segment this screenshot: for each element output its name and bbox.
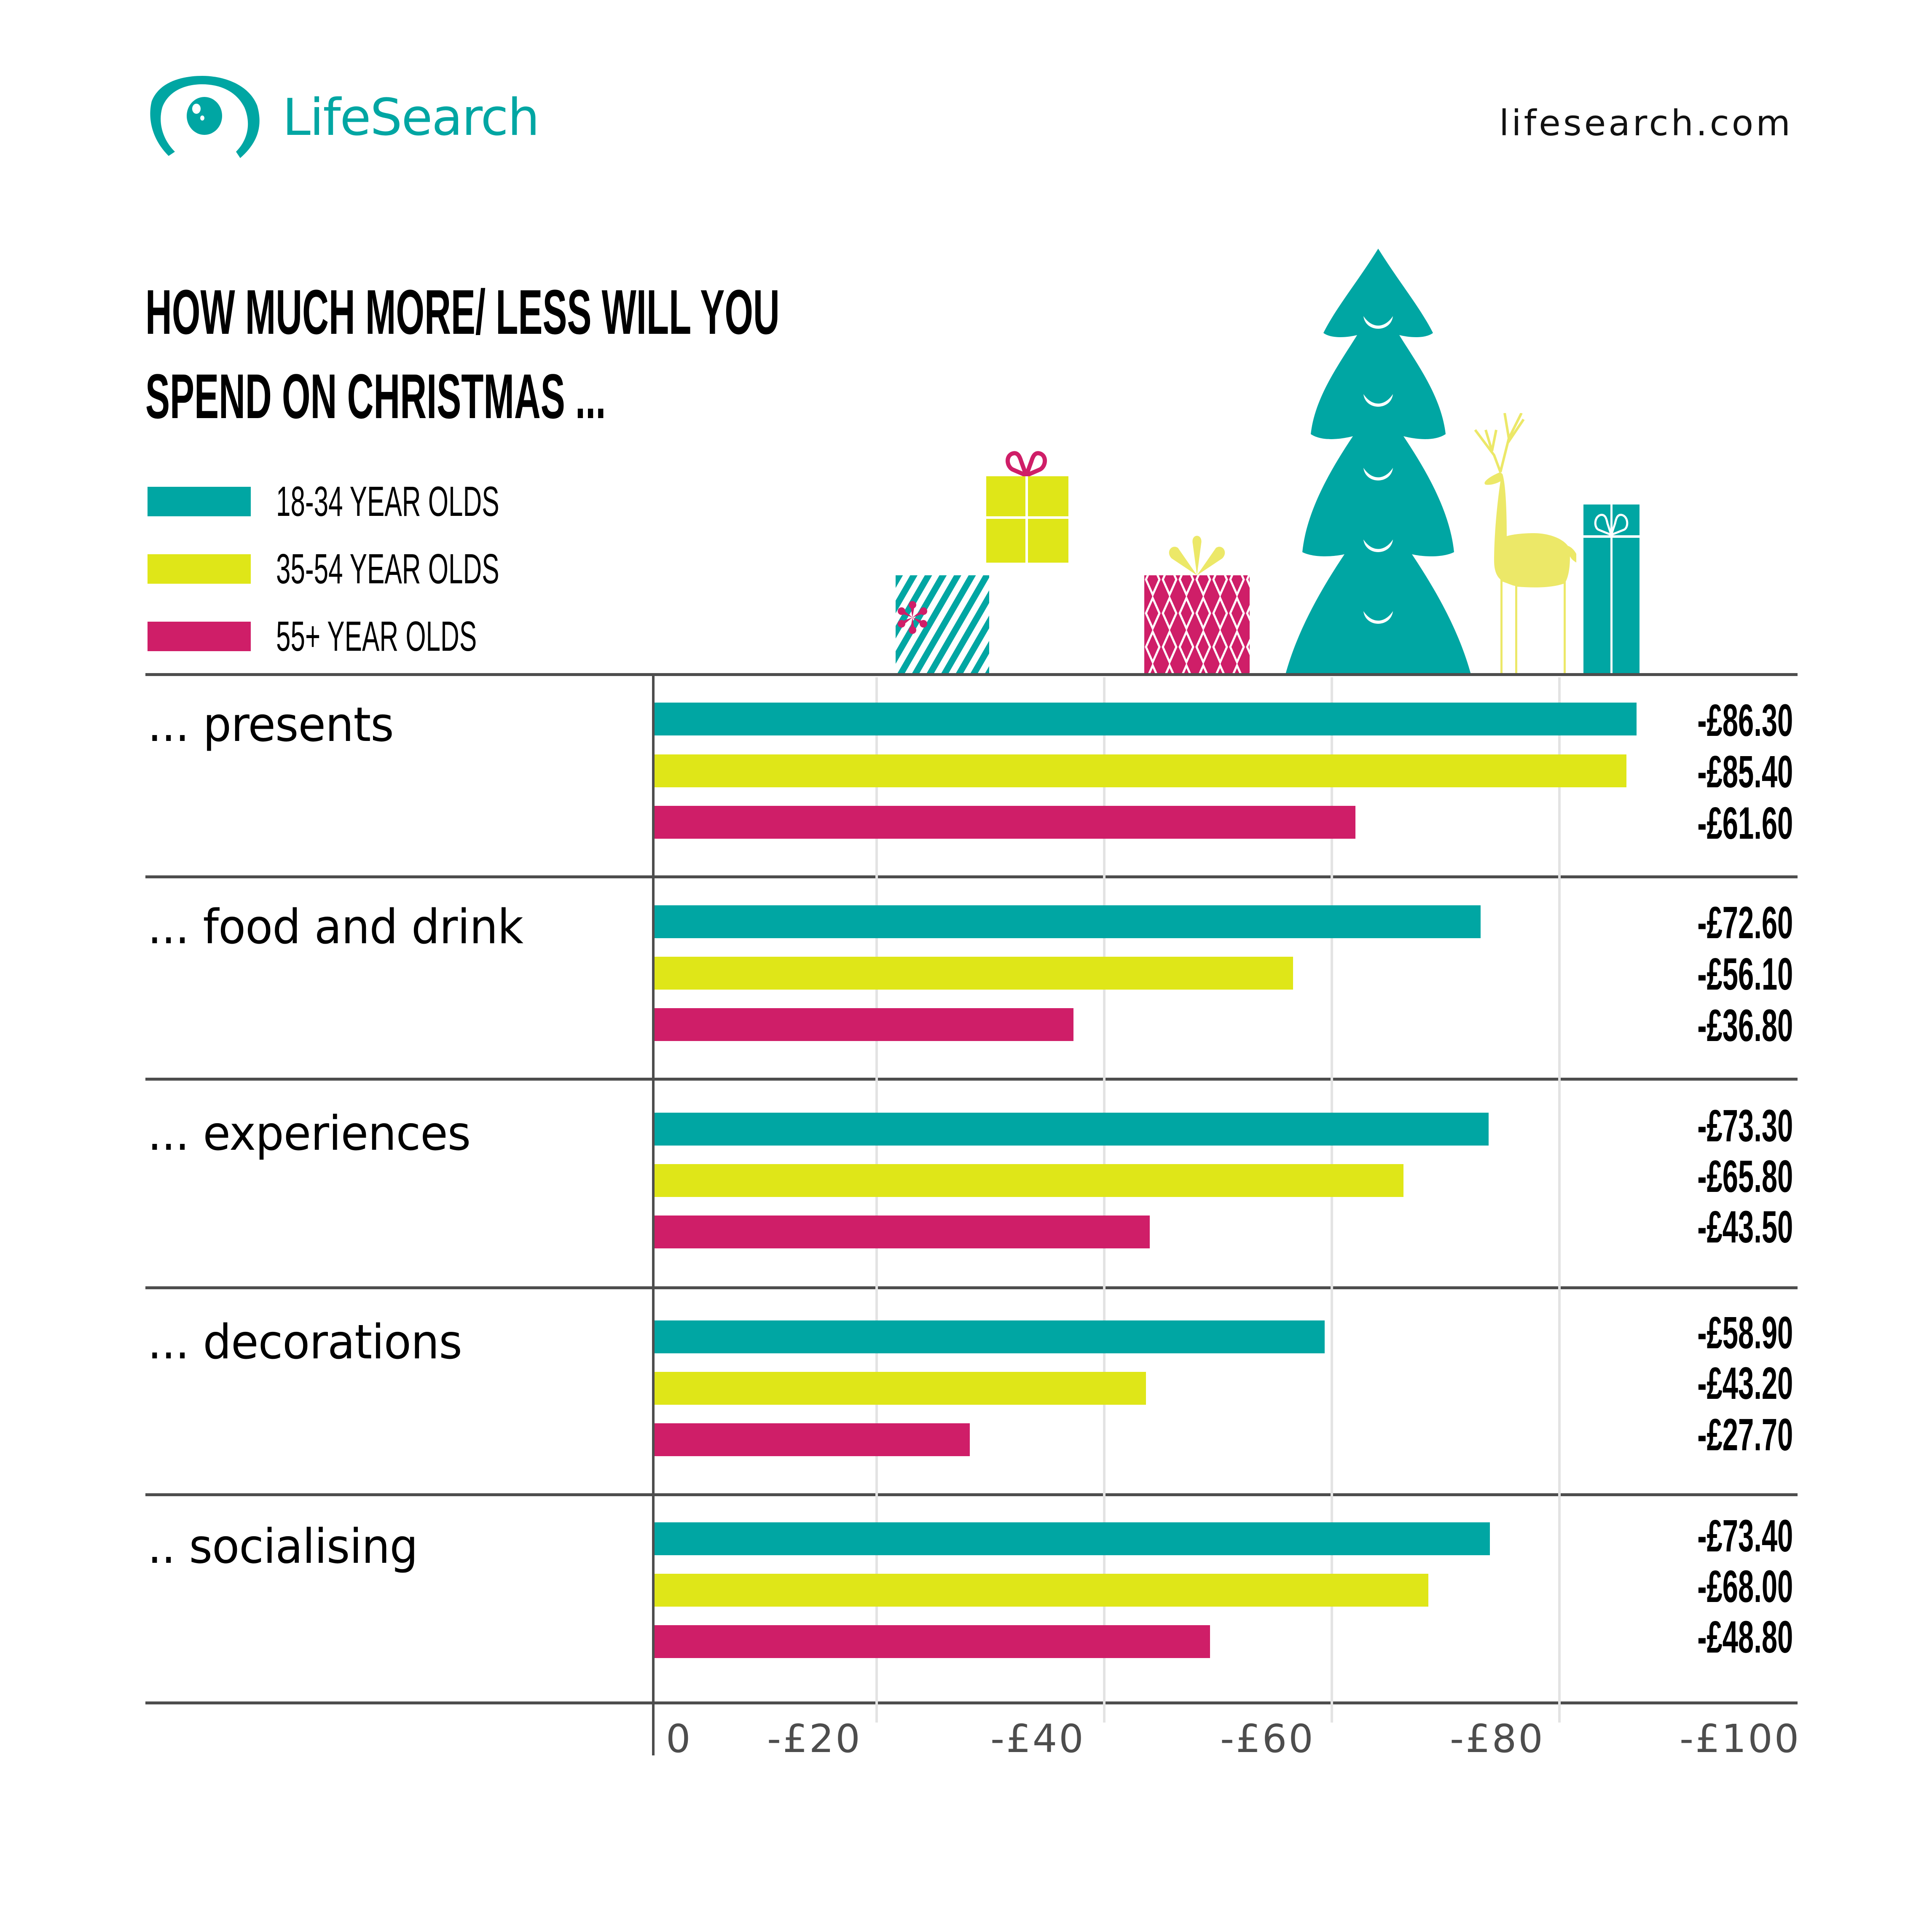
christmas-tree-svg [1285, 249, 1471, 674]
category-label-socialising: .. socialising [148, 1519, 418, 1574]
row-divider [145, 673, 1798, 676]
bar-decorations-55-plus[interactable] [655, 1423, 970, 1456]
yellow-gift-icon [980, 449, 1073, 567]
value-label: -£56.10 [1697, 948, 1793, 999]
x-tick-60: -£60 [1220, 1716, 1315, 1761]
value-label: -£48.80 [1697, 1611, 1793, 1662]
logo[interactable] [143, 76, 270, 160]
patterned-gift-icon [1144, 529, 1250, 674]
teal-gift-icon [1583, 504, 1640, 674]
row-divider [145, 1493, 1798, 1496]
brand-name: LifeSearch [282, 89, 540, 147]
value-label: -£58.90 [1697, 1307, 1793, 1358]
category-label-presents: ... presents [148, 698, 394, 752]
bar-experiences-18-34[interactable] [655, 1113, 1489, 1146]
legend-label: 55+ YEAR OLDS [276, 612, 477, 660]
x-tick-20: -£20 [767, 1716, 862, 1761]
bar-decorations-18-34[interactable] [655, 1320, 1325, 1353]
bar-socialising-35-54[interactable] [655, 1574, 1428, 1607]
legend-label: 18-34 YEAR OLDS [276, 478, 499, 525]
bar-presents-55-plus[interactable] [655, 806, 1355, 839]
row-divider [145, 1286, 1798, 1289]
title-line-1: HOW MUCH MORE/ LESS WILL YOU [145, 276, 780, 347]
value-label: -£61.60 [1697, 797, 1793, 848]
x-tick-100: -£100 [1680, 1716, 1801, 1761]
bar-food-35-54[interactable] [655, 957, 1293, 990]
bar-experiences-55-plus[interactable] [655, 1216, 1150, 1248]
gridline-20 [875, 677, 878, 1723]
category-label-experiences: ... experiences [148, 1106, 471, 1161]
reindeer-svg [1474, 412, 1580, 674]
website-link[interactable]: lifesearch.com [1499, 102, 1793, 144]
y-axis-line [652, 674, 655, 1755]
value-label: -£68.00 [1697, 1561, 1793, 1612]
legend-swatch-teal [148, 487, 251, 516]
value-label: -£36.80 [1697, 1000, 1793, 1051]
title-line-2: SPEND ON CHRISTMAS ... [145, 361, 606, 432]
teal-gift-svg [1583, 504, 1640, 674]
value-label: -£85.40 [1697, 746, 1793, 797]
value-label: -£43.20 [1697, 1358, 1793, 1409]
reindeer-icon [1450, 412, 1580, 674]
yellow-gift-svg [986, 451, 1068, 563]
value-label: -£73.30 [1697, 1100, 1793, 1151]
legend-swatch-yellow [148, 554, 251, 584]
value-label: -£27.70 [1697, 1409, 1793, 1460]
eye-logo-icon [150, 76, 260, 158]
x-tick-40: -£40 [990, 1716, 1085, 1761]
patterned-gift-svg [1144, 536, 1250, 674]
row-divider [145, 1078, 1798, 1081]
christmas-tree-icon [1273, 249, 1484, 674]
bar-socialising-18-34[interactable] [655, 1522, 1490, 1555]
legend-item-55-plus: 55+ YEAR OLDS [148, 613, 600, 660]
striped-gift-svg [896, 575, 989, 674]
value-label: -£65.80 [1697, 1151, 1793, 1202]
x-tick-0: 0 [666, 1716, 692, 1761]
gridline-60 [1331, 677, 1333, 1723]
category-label-decorations: ... decorations [148, 1315, 462, 1370]
category-label-food-and-drink: ... food and drink [148, 900, 523, 955]
bar-experiences-35-54[interactable] [655, 1164, 1403, 1197]
value-label: -£73.40 [1697, 1510, 1793, 1561]
chart-title: HOW MUCH MORE/ LESS WILL YOU SPEND ON CH… [145, 270, 780, 438]
bar-food-55-plus[interactable] [655, 1008, 1073, 1041]
x-tick-80: -£80 [1450, 1716, 1545, 1761]
row-divider [145, 875, 1798, 878]
value-label: -£86.30 [1697, 695, 1793, 746]
chart-baseline [145, 1701, 1798, 1704]
bar-presents-35-54[interactable] [655, 754, 1626, 787]
bar-socialising-55-plus[interactable] [655, 1625, 1210, 1658]
gridline-40 [1103, 677, 1106, 1723]
legend-swatch-magenta [148, 622, 251, 651]
gridline-80 [1558, 677, 1561, 1723]
legend-label: 35-54 YEAR OLDS [276, 545, 499, 593]
bar-food-18-34[interactable] [655, 905, 1481, 938]
legend-item-35-54: 35-54 YEAR OLDS [148, 545, 636, 593]
striped-gift-icon [896, 575, 989, 674]
bar-decorations-35-54[interactable] [655, 1372, 1146, 1405]
value-label: -£72.60 [1697, 897, 1793, 948]
bar-presents-18-34[interactable] [655, 703, 1637, 735]
value-label: -£43.50 [1697, 1201, 1793, 1252]
legend-item-18-34: 18-34 YEAR OLDS [148, 478, 636, 525]
